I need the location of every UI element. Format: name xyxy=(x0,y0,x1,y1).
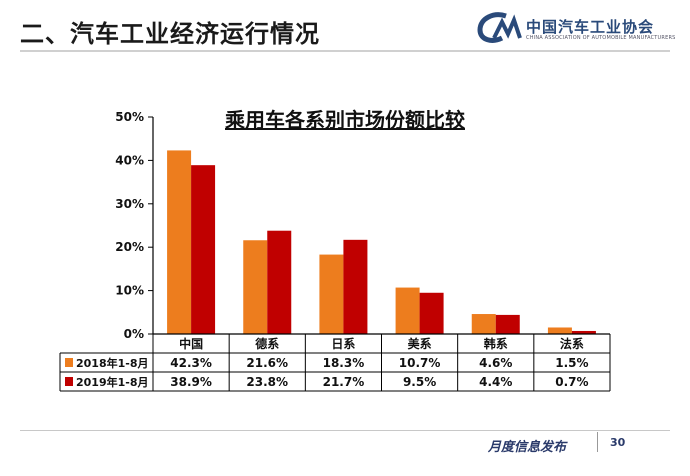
y-tick-label: 0% xyxy=(124,327,144,341)
logo-english-text: CHINA ASSOCIATION OF AUTOMOBILE MANUFACT… xyxy=(526,35,676,41)
data-table-value: 18.3% xyxy=(323,356,365,370)
footer-divider xyxy=(20,430,670,431)
legend-label: 2018年1-8月 xyxy=(76,356,149,370)
data-table-value: 42.3% xyxy=(170,356,212,370)
header-divider xyxy=(20,50,670,52)
x-tick-label: 法系 xyxy=(560,336,584,351)
chart-title: 乘用车各系别市场份额比较 xyxy=(225,108,465,132)
bar-2018 xyxy=(395,287,420,334)
legend-swatch-2019 xyxy=(65,377,73,386)
caam-logo-mark-icon xyxy=(477,12,522,43)
data-table-value: 21.6% xyxy=(246,356,288,370)
bar-2019 xyxy=(495,314,520,334)
logo-chinese-text: 中国汽车工业协会 xyxy=(526,18,655,36)
data-table-value: 4.6% xyxy=(479,356,512,370)
y-tick-label: 30% xyxy=(115,197,144,211)
bar-2018 xyxy=(547,327,572,334)
y-tick-label: 10% xyxy=(115,284,144,298)
x-tick-label: 美系 xyxy=(408,336,432,351)
x-tick-label: 日系 xyxy=(331,336,355,351)
data-table-value: 9.5% xyxy=(403,375,436,389)
footer-label: 月度信息发布 xyxy=(488,440,567,455)
y-tick-label: 40% xyxy=(115,153,144,167)
bar-2018 xyxy=(243,240,268,334)
data-table-value: 21.7% xyxy=(323,375,365,389)
data-table-value: 1.5% xyxy=(555,356,588,370)
bar-2019 xyxy=(191,165,216,334)
bar-2018 xyxy=(167,150,192,334)
legend-label: 2019年1-8月 xyxy=(76,375,149,389)
bar-2018 xyxy=(319,254,344,334)
bar-2019 xyxy=(419,292,444,334)
bar-2019 xyxy=(267,230,292,334)
page-number: 30 xyxy=(610,436,626,449)
data-table-value: 10.7% xyxy=(399,356,441,370)
y-tick-label: 20% xyxy=(115,240,144,254)
x-tick-label: 韩系 xyxy=(484,336,508,351)
page-title: 二、汽车工业经济运行情况 xyxy=(20,20,320,48)
legend-swatch-2018 xyxy=(65,358,73,367)
data-table-value: 0.7% xyxy=(555,375,588,389)
data-table-value: 38.9% xyxy=(170,375,212,389)
footer-separator xyxy=(597,432,598,452)
bar-2019 xyxy=(571,330,596,334)
data-table-value: 23.8% xyxy=(246,375,288,389)
x-tick-label: 德系 xyxy=(255,336,279,351)
caam-logo: 中国汽车工业协会 CHINA ASSOCIATION OF AUTOMOBILE… xyxy=(476,10,676,50)
x-tick-label: 中国 xyxy=(179,336,203,351)
data-table-value: 4.4% xyxy=(479,375,512,389)
bar-2019 xyxy=(343,239,368,334)
y-tick-label: 50% xyxy=(115,110,144,124)
bar-2018 xyxy=(471,314,496,334)
